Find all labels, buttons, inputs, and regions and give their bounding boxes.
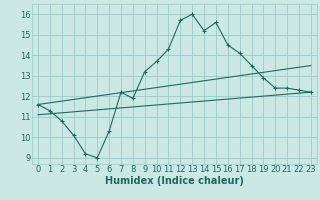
- X-axis label: Humidex (Indice chaleur): Humidex (Indice chaleur): [105, 176, 244, 186]
